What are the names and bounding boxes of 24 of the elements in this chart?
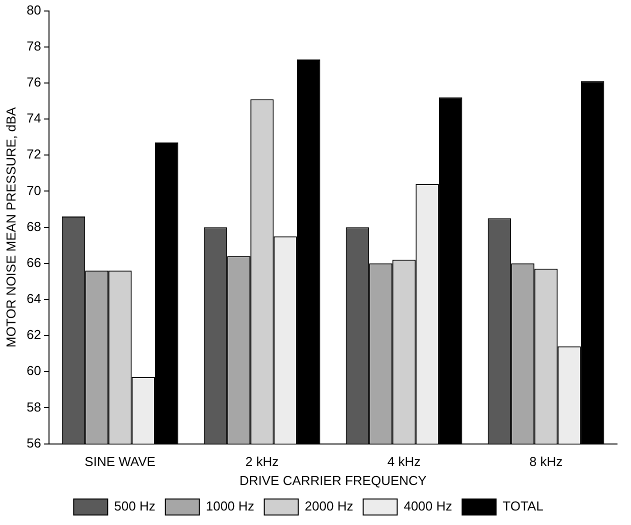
legend-label: 2000 Hz <box>304 498 354 514</box>
y-tick-label: 56 <box>26 435 42 450</box>
x-tick-label: SINE WAVE <box>84 454 156 470</box>
y-tick-label: 66 <box>26 254 42 270</box>
y-tick-label: 68 <box>26 218 42 234</box>
legend-label: TOTAL <box>502 498 544 514</box>
x-tick-label: 2 kHz <box>245 454 279 470</box>
y-tick-label: 64 <box>26 291 42 306</box>
legend-label: 4000 Hz <box>404 498 452 514</box>
y-tick-label: 60 <box>26 363 42 378</box>
y-axis-title: MOTOR NOISE MEAN PRESSURE, dBA <box>3 106 18 348</box>
legend-label: 500 Hz <box>114 498 156 514</box>
y-tick-label: 70 <box>26 182 42 198</box>
y-tick-label: 62 <box>26 327 42 342</box>
y-tick-label: 76 <box>26 74 42 90</box>
y-tick-label: 58 <box>26 399 42 414</box>
x-tick-label: 4 kHz <box>387 454 421 470</box>
x-tick-label: 8 kHz <box>529 454 563 470</box>
y-tick-label: 80 <box>26 2 42 18</box>
y-tick-label: 78 <box>26 38 42 54</box>
y-tick-label: 72 <box>26 146 42 162</box>
y-tick-label: 74 <box>26 110 42 126</box>
x-axis-title: DRIVE CARRIER FREQUENCY <box>239 472 427 488</box>
legend-label: 1000 Hz <box>206 498 254 514</box>
